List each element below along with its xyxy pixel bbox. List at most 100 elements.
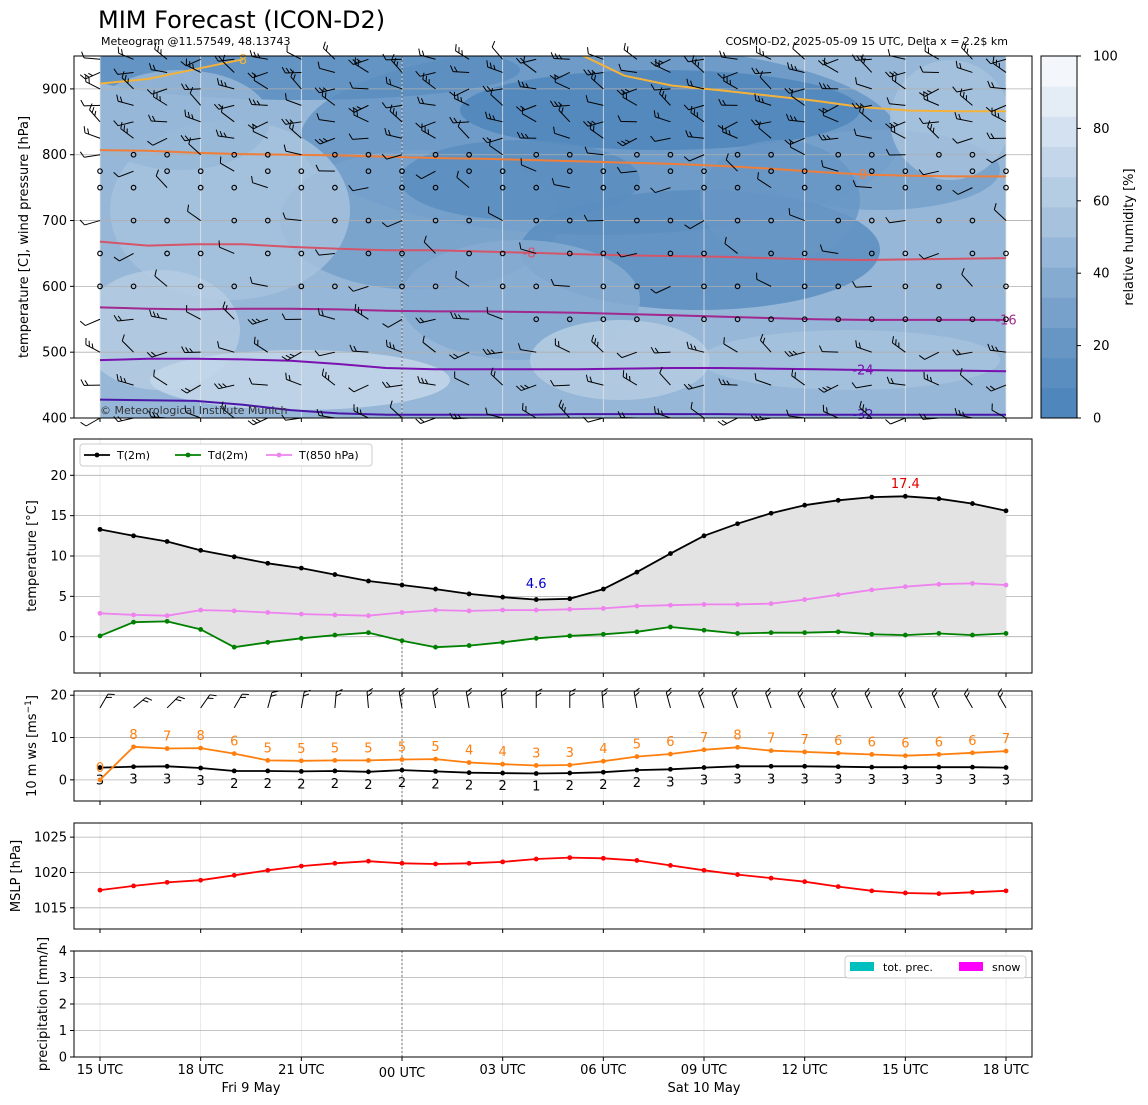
wind-label-ws-8: 2: [364, 778, 372, 793]
upper-barb-27-0: [991, 403, 1007, 419]
wind-series-ws-point-27: [1003, 765, 1009, 770]
wind-ytick-label-2: 20: [50, 689, 67, 704]
upper-barb-3-12: [189, 86, 202, 106]
upper-barb-19-10: [721, 125, 738, 139]
temp-annotation-1: 17.4: [891, 477, 920, 492]
upper-barb-9-0: [389, 400, 403, 419]
upper-barb-4-5: [218, 240, 235, 254]
legend-swatch-tot-prec: [850, 962, 874, 971]
upper-barb-22-4: [835, 283, 842, 290]
upper-barb-24-1: [886, 376, 906, 386]
colorbar-tick-label-2: 40: [1093, 267, 1110, 282]
wind-label-gust-15: 4: [599, 742, 607, 757]
upper-barb-9-9: [381, 153, 403, 160]
location-subtitle: Meteogram @11.57549, 48.13743: [101, 35, 291, 48]
xtick-label-8: 15 UTC: [882, 1063, 928, 1078]
upper-barb-5-2: [253, 336, 269, 353]
surface-barb-0: [99, 693, 115, 709]
upper-barb-18-1: [683, 383, 705, 390]
series-t-850-hpa--point-16: [634, 603, 640, 609]
upper-barb-3-3: [186, 305, 201, 320]
upper-barb-22-7: [835, 184, 842, 191]
upper-barb-27-3: [1003, 316, 1009, 323]
upper-barb-0-6: [79, 219, 101, 226]
upper-barb-1-11: [113, 120, 134, 127]
upper-barb-1-6: [130, 217, 137, 224]
series-mslp-point-11: [466, 860, 472, 866]
wind-series-ws-point-18: [701, 765, 707, 770]
upper-barb-6-14: [281, 66, 302, 74]
upper-barb-3-14: [185, 58, 201, 73]
series-td-2m--point-16: [634, 629, 640, 635]
upper-barb-26-3: [969, 316, 976, 323]
upper-air-ytick-label-1: 500: [42, 346, 67, 361]
series-td-2m--point-24: [902, 632, 908, 638]
wind-series-gust-point-21: [802, 749, 808, 755]
wind-series-ws-point-8: [366, 769, 371, 775]
upper-barb-16-7: [634, 184, 640, 191]
temp-ytick-label-1: 5: [59, 590, 67, 605]
upper-barb-25-4: [936, 283, 942, 290]
legend-marker-t-850-hpa-: [276, 452, 282, 458]
upper-barb-25-2: [918, 351, 940, 360]
date-label-1: Sat 10 May: [668, 1081, 741, 1096]
upper-barb-25-8: [918, 169, 940, 176]
wind-series-gust-point-14: [567, 762, 573, 768]
precip-legend: tot. prec. snow: [844, 955, 1027, 979]
series-td-2m--point-9: [399, 638, 405, 644]
upper-barb-27-2: [987, 343, 1007, 353]
xtick-label-1: 18 UTC: [177, 1063, 223, 1078]
upper-barb-18-2: [686, 341, 705, 353]
series-mslp-point-0: [97, 887, 103, 893]
upper-barb-6-5: [298, 250, 305, 257]
upper-barb-3-11: [184, 109, 201, 123]
wind-label-gust-22: 6: [834, 734, 842, 749]
upper-barb-4-15: [214, 55, 235, 62]
wind-label-gust-19: 8: [733, 728, 741, 743]
upper-barb-13-5: [519, 242, 537, 254]
upper-barb-7-10: [314, 137, 336, 145]
upper-barb-5-1: [248, 377, 268, 386]
upper-barb-14-0: [558, 399, 571, 419]
upper-barb-2-14: [148, 63, 168, 73]
upper-barb-26-10: [952, 137, 973, 144]
humidity-region-12: [400, 140, 640, 220]
upper-barb-11-2: [449, 351, 470, 360]
upper-barb-0-3: [79, 318, 101, 326]
upper-barb-25-5: [918, 252, 940, 260]
upper-barb-7-1: [321, 368, 336, 386]
series-mslp: [99, 856, 1007, 895]
upper-barb-16-5: [616, 251, 638, 258]
upper-barb-6-1: [285, 372, 302, 386]
upper-barb-3-9: [188, 137, 202, 156]
upper-barb-9-8: [399, 168, 405, 175]
series-t-850-hpa--point-24: [902, 584, 908, 590]
colorbar-step-5: [1041, 237, 1077, 268]
upper-barb-27-7: [1003, 184, 1009, 191]
series-td-2m--point-22: [835, 629, 841, 635]
upper-barb-11-13: [449, 88, 470, 97]
isotherm-8: [99, 58, 244, 85]
colorbar-step-2: [1041, 327, 1077, 359]
upper-barb-8-3: [354, 303, 369, 320]
series-td-2m--point-25: [936, 631, 942, 636]
series-td-2m--point-2: [164, 618, 170, 624]
xtick-label-5: 06 UTC: [580, 1063, 626, 1078]
series-td-2m--point-1: [131, 619, 136, 625]
series-t-850-hpa--point-15: [600, 606, 606, 611]
surface-barb-6: [300, 689, 311, 709]
upper-barb-13-6: [533, 217, 540, 224]
upper-barb-4-3: [222, 301, 235, 320]
precip-ytick-label-0: 0: [59, 1051, 67, 1066]
upper-barb-25-15: [924, 44, 940, 60]
upper-barb-24-12: [886, 97, 906, 106]
upper-barb-18-4: [701, 283, 707, 290]
upper-barb-8-10: [348, 133, 369, 140]
series-td-2m-: [99, 620, 1007, 649]
wind-series-gust: [99, 745, 1007, 781]
wind-label-ws-3: 3: [197, 774, 205, 789]
series-t-850-hpa--point-26: [970, 581, 975, 586]
series-t-850-hpa--point-5: [265, 610, 271, 615]
series-t-850-hpa--point-12: [500, 607, 506, 613]
colorbar-step-1: [1041, 357, 1077, 389]
